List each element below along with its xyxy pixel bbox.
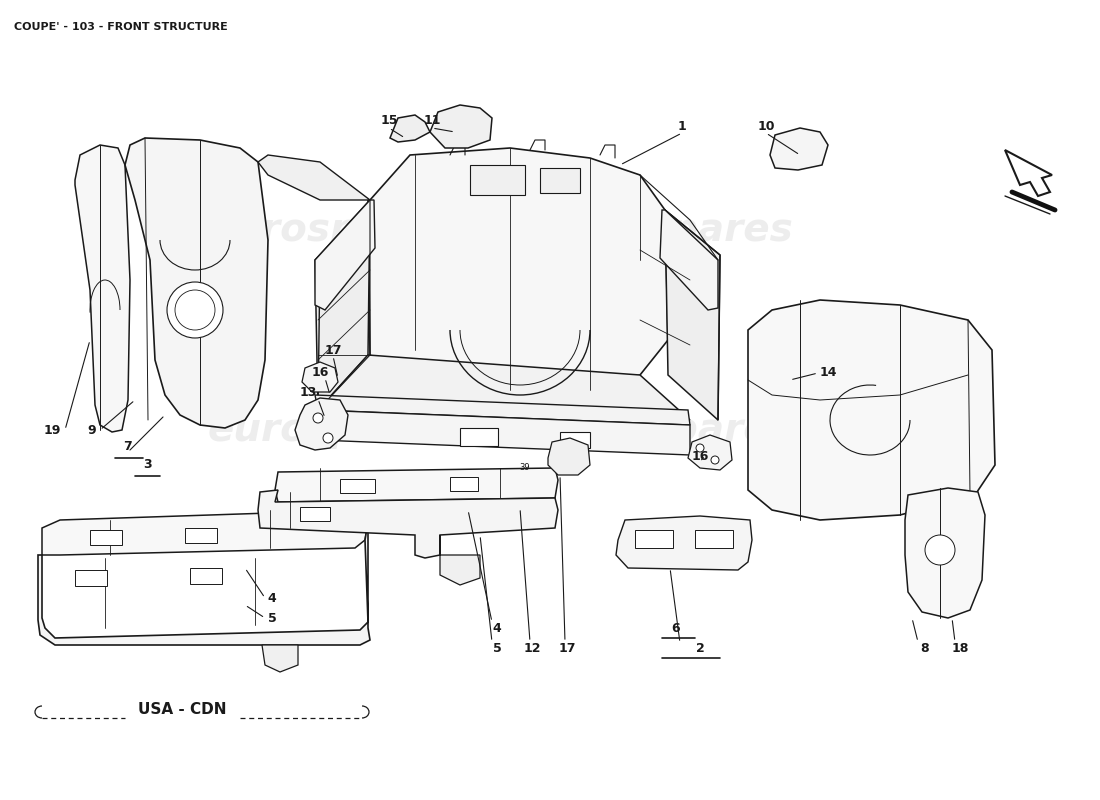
Text: 10: 10 [757,121,774,134]
Polygon shape [75,145,130,432]
Polygon shape [315,410,690,455]
Bar [695,530,733,548]
Text: 4: 4 [267,591,276,605]
Text: eurospares: eurospares [547,411,793,449]
Text: 4: 4 [493,622,502,634]
Text: 8: 8 [921,642,929,654]
Polygon shape [275,468,558,502]
Text: 6: 6 [672,622,680,634]
Text: 16: 16 [311,366,329,378]
Text: 3: 3 [144,458,152,471]
Circle shape [711,456,719,464]
Polygon shape [315,395,690,425]
Polygon shape [368,148,668,393]
Polygon shape [125,138,268,428]
Text: 17: 17 [324,343,342,357]
Polygon shape [770,128,828,170]
Text: 15: 15 [381,114,398,127]
Bar [540,168,580,193]
Text: 16: 16 [691,450,708,462]
Text: 5: 5 [267,611,276,625]
Bar [635,530,673,548]
Text: 13: 13 [299,386,317,399]
Bar [90,530,122,545]
Polygon shape [1005,150,1052,196]
Polygon shape [262,645,298,672]
Bar [470,165,525,195]
Circle shape [167,282,223,338]
Bar [340,479,375,493]
Polygon shape [688,435,732,470]
Text: 7: 7 [123,441,132,454]
Polygon shape [430,105,492,148]
Circle shape [175,290,214,330]
Text: 18: 18 [952,642,969,654]
Text: eurospares: eurospares [547,211,793,249]
Text: 2: 2 [695,642,704,654]
Polygon shape [42,510,369,555]
Polygon shape [660,210,718,310]
Text: 9: 9 [88,423,97,437]
Text: eurospares: eurospares [207,411,453,449]
Circle shape [323,433,333,443]
Text: 5: 5 [493,642,502,654]
Polygon shape [666,210,720,420]
Text: 39: 39 [519,463,530,473]
Polygon shape [302,362,338,392]
Polygon shape [548,438,590,475]
Bar [75,570,107,586]
Bar [190,568,222,584]
Circle shape [925,535,955,565]
Text: 12: 12 [524,642,541,654]
Bar [300,507,330,521]
Text: USA - CDN: USA - CDN [138,702,227,718]
Text: eurospares: eurospares [207,211,453,249]
Polygon shape [39,522,370,645]
Text: COUPE' - 103 - FRONT STRUCTURE: COUPE' - 103 - FRONT STRUCTURE [14,22,228,32]
Polygon shape [295,398,348,450]
Polygon shape [440,535,480,585]
Polygon shape [318,355,690,420]
Polygon shape [258,155,370,200]
Polygon shape [390,115,430,142]
Bar [560,432,590,448]
Bar [450,477,478,491]
Bar [460,428,498,446]
Bar [185,528,217,543]
Polygon shape [905,488,984,618]
Text: 19: 19 [43,423,60,437]
Text: 17: 17 [558,642,575,654]
Text: 1: 1 [678,121,686,134]
Polygon shape [748,300,996,520]
Circle shape [314,413,323,423]
Polygon shape [616,516,752,570]
Text: 14: 14 [820,366,837,379]
Polygon shape [258,490,558,558]
Circle shape [696,444,704,452]
Text: 11: 11 [424,114,441,127]
Polygon shape [315,200,370,410]
Polygon shape [315,200,375,310]
